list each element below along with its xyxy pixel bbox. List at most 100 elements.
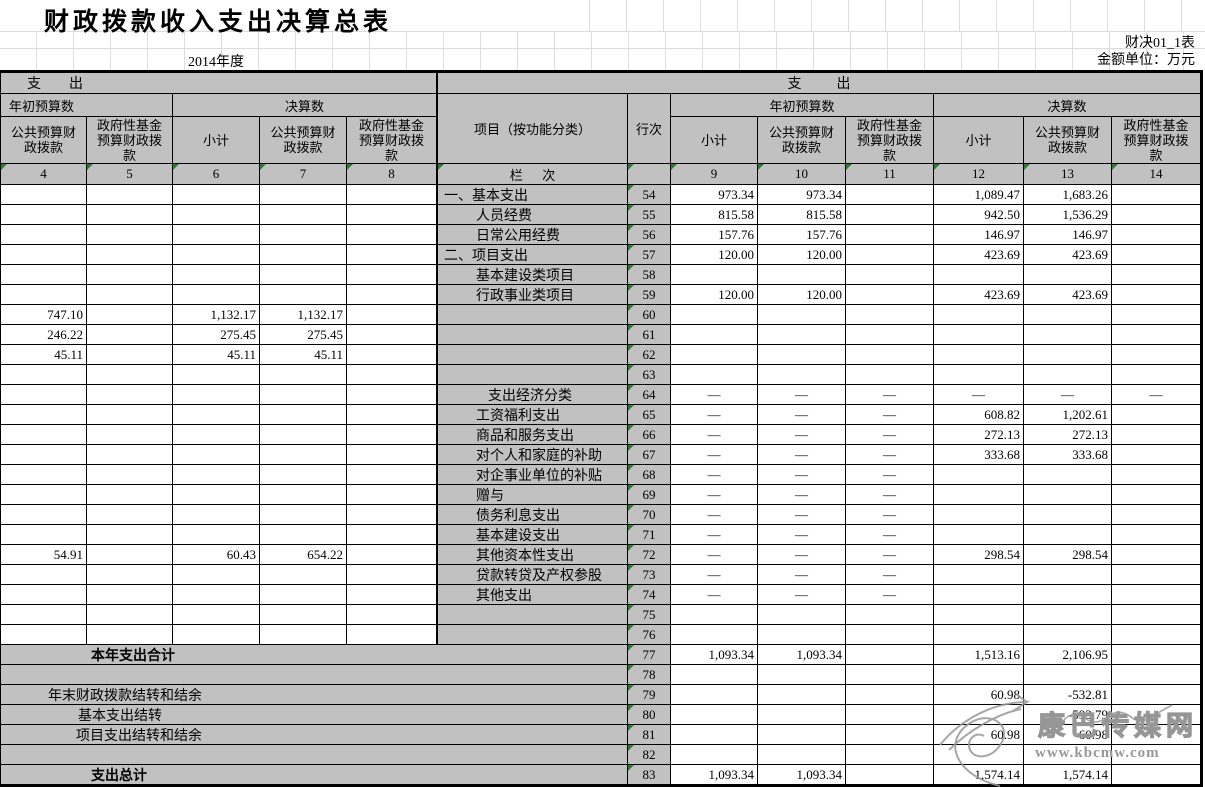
col9-subtotal-header[interactable]: 小计: [671, 117, 758, 164]
cell-row59-col9[interactable]: 120.00: [671, 285, 758, 305]
cell-row54-col9[interactable]: 973.34: [671, 185, 758, 205]
cell-row75-col7[interactable]: [260, 605, 347, 625]
cell-row72-col12[interactable]: 298.54: [934, 545, 1024, 565]
cell-row66-col6[interactable]: [173, 425, 260, 445]
item-label-row66[interactable]: 商品和服务支出: [438, 425, 628, 445]
cell-row70-col14[interactable]: [1112, 505, 1201, 525]
cell-row55-col5[interactable]: [87, 205, 173, 225]
cell-row72-col5[interactable]: [87, 545, 173, 565]
cell-row76-col7[interactable]: [260, 625, 347, 645]
cell-row76-col14[interactable]: [1112, 625, 1201, 645]
cell-row61-col7[interactable]: 275.45: [260, 325, 347, 345]
cell-row60-col10[interactable]: [758, 305, 846, 325]
cell-row71-col7[interactable]: [260, 525, 347, 545]
cell-row83-col11[interactable]: [846, 765, 934, 785]
cell-row68-col11[interactable]: —: [846, 465, 934, 485]
cell-row60-col4[interactable]: 747.10: [1, 305, 87, 325]
cell-row64-col12[interactable]: —: [934, 385, 1024, 405]
item-label-row56[interactable]: 日常公用经费: [438, 225, 628, 245]
cell-row57-col8[interactable]: [347, 245, 438, 265]
cell-row60-col13[interactable]: [1024, 305, 1112, 325]
cell-row73-col14[interactable]: [1112, 565, 1201, 585]
rowno-58[interactable]: 58: [628, 265, 671, 285]
cell-row56-col11[interactable]: [846, 225, 934, 245]
cell-row83-col12[interactable]: 1,574.14: [934, 765, 1024, 785]
cell-row71-col9[interactable]: —: [671, 525, 758, 545]
cell-row58-col6[interactable]: [173, 265, 260, 285]
cell-row70-col11[interactable]: —: [846, 505, 934, 525]
cell-row62-col4[interactable]: 45.11: [1, 345, 87, 365]
cell-row66-col12[interactable]: 272.13: [934, 425, 1024, 445]
cell-row54-col7[interactable]: [260, 185, 347, 205]
cell-row70-col12[interactable]: [934, 505, 1024, 525]
cell-row64-col7[interactable]: [260, 385, 347, 405]
col-number-11[interactable]: 11: [846, 164, 934, 185]
cell-row56-col12[interactable]: 146.97: [934, 225, 1024, 245]
cell-row67-col10[interactable]: —: [758, 445, 846, 465]
col4-public-budget-header[interactable]: 公共预算财政拨款: [1, 117, 87, 164]
rowno-64[interactable]: 64: [628, 385, 671, 405]
cell-row73-col4[interactable]: [1, 565, 87, 585]
cell-row63-col12[interactable]: [934, 365, 1024, 385]
col-number-8[interactable]: 8: [347, 164, 438, 185]
cell-row81-col12[interactable]: 60.98: [934, 725, 1024, 745]
rowno-68[interactable]: 68: [628, 465, 671, 485]
cell-row63-col7[interactable]: [260, 365, 347, 385]
cell-row58-col13[interactable]: [1024, 265, 1112, 285]
item-label-row71[interactable]: 基本建设支出: [438, 525, 628, 545]
cell-row64-col8[interactable]: [347, 385, 438, 405]
cell-row63-col10[interactable]: [758, 365, 846, 385]
cell-row74-col13[interactable]: [1024, 585, 1112, 605]
cell-row75-col14[interactable]: [1112, 605, 1201, 625]
cell-row67-col12[interactable]: 333.68: [934, 445, 1024, 465]
cell-row71-col8[interactable]: [347, 525, 438, 545]
cell-row55-col11[interactable]: [846, 205, 934, 225]
cell-row62-col8[interactable]: [347, 345, 438, 365]
cell-row56-col10[interactable]: 157.76: [758, 225, 846, 245]
cell-row83-col10[interactable]: 1,093.34: [758, 765, 846, 785]
cell-row68-col5[interactable]: [87, 465, 173, 485]
cell-row55-col4[interactable]: [1, 205, 87, 225]
cell-row54-col5[interactable]: [87, 185, 173, 205]
cell-row74-col8[interactable]: [347, 585, 438, 605]
cell-row54-col12[interactable]: 1,089.47: [934, 185, 1024, 205]
cell-row76-col4[interactable]: [1, 625, 87, 645]
cell-row63-col14[interactable]: [1112, 365, 1201, 385]
col14-gov-fund-header[interactable]: 政府性基金预算财政拨款: [1112, 117, 1201, 164]
cell-row57-col9[interactable]: 120.00: [671, 245, 758, 265]
cell-row58-col4[interactable]: [1, 265, 87, 285]
cell-row73-col10[interactable]: —: [758, 565, 846, 585]
cell-row75-col13[interactable]: [1024, 605, 1112, 625]
cell-row57-col6[interactable]: [173, 245, 260, 265]
cell-row69-col11[interactable]: —: [846, 485, 934, 505]
item-label-row72[interactable]: 其他资本性支出: [438, 545, 628, 565]
cell-row57-col10[interactable]: 120.00: [758, 245, 846, 265]
cell-row67-col7[interactable]: [260, 445, 347, 465]
cell-row71-col4[interactable]: [1, 525, 87, 545]
item-label-row57[interactable]: 二、项目支出: [438, 245, 628, 265]
cell-row72-col14[interactable]: [1112, 545, 1201, 565]
item-label-row60[interactable]: [438, 305, 628, 325]
item-label-row68[interactable]: 对企事业单位的补贴: [438, 465, 628, 485]
cell-row81-col13[interactable]: 60.98: [1024, 725, 1112, 745]
rowno-57[interactable]: 57: [628, 245, 671, 265]
cell-row68-col10[interactable]: —: [758, 465, 846, 485]
item-label-row58[interactable]: 基本建设类项目: [438, 265, 628, 285]
cell-row78-col10[interactable]: [758, 665, 846, 685]
cell-row58-col5[interactable]: [87, 265, 173, 285]
rowno-74[interactable]: 74: [628, 585, 671, 605]
cell-row75-col8[interactable]: [347, 605, 438, 625]
cell-row71-col6[interactable]: [173, 525, 260, 545]
cell-row62-col12[interactable]: [934, 345, 1024, 365]
cell-row64-col5[interactable]: [87, 385, 173, 405]
cell-row79-col13[interactable]: -532.81: [1024, 685, 1112, 705]
left-final-account-header[interactable]: 决算数: [173, 94, 438, 117]
cell-row56-col8[interactable]: [347, 225, 438, 245]
cell-row75-col5[interactable]: [87, 605, 173, 625]
cell-row71-col11[interactable]: —: [846, 525, 934, 545]
cell-row68-col14[interactable]: [1112, 465, 1201, 485]
cell-row61-col14[interactable]: [1112, 325, 1201, 345]
left-section-header[interactable]: 支 出: [1, 73, 438, 94]
cell-row69-col13[interactable]: [1024, 485, 1112, 505]
cell-row58-col9[interactable]: [671, 265, 758, 285]
